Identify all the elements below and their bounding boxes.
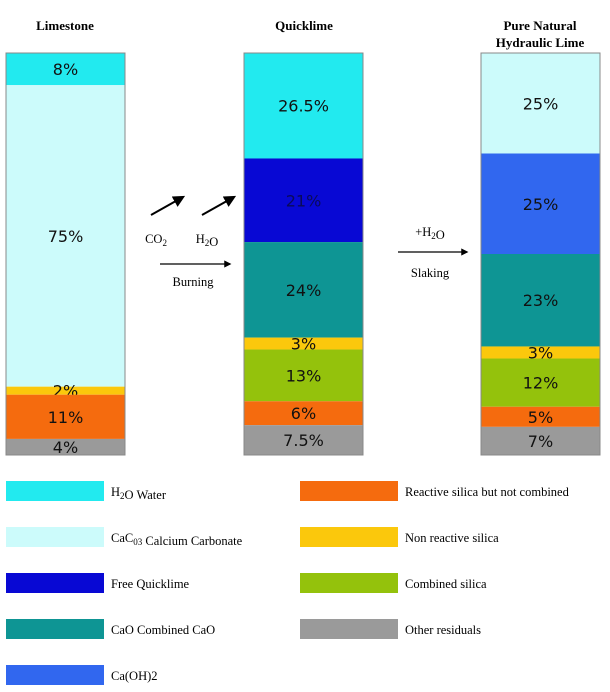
h2o-release-arrow bbox=[201, 195, 237, 216]
segment-label: 23% bbox=[523, 291, 559, 310]
column-outline bbox=[5, 52, 126, 456]
bar-segment bbox=[481, 426, 600, 455]
segment-label: 7.5% bbox=[283, 431, 324, 450]
bar-segment bbox=[481, 254, 600, 347]
flow-slaking: +H2O Slaking bbox=[398, 225, 469, 280]
bar-segment bbox=[6, 394, 125, 439]
legend-swatch bbox=[6, 481, 104, 501]
column-outline bbox=[480, 52, 601, 456]
legend-label: Free Quicklime bbox=[111, 577, 190, 591]
legend-item: Free Quicklime bbox=[6, 573, 190, 593]
segment-label: 4% bbox=[53, 438, 78, 457]
bar-segment bbox=[481, 153, 600, 254]
segment-label: 8% bbox=[53, 60, 78, 79]
bar-segment bbox=[244, 425, 363, 455]
column-2: Quicklime 26.5% 21% 24% 3% 13% 6% 7.5% bbox=[243, 18, 364, 456]
segment-label: 6% bbox=[291, 404, 316, 423]
bar-segment bbox=[481, 53, 600, 154]
column-3: Pure Natural Hydraulic Lime 25% 25% 23% 3% 12%… bbox=[480, 18, 601, 456]
bar-segment bbox=[244, 242, 363, 338]
column-title: Pure Natural bbox=[503, 18, 576, 33]
bar-segment bbox=[244, 401, 363, 426]
columns-layer: Limestone8%75%2%11%4%Quicklime26.5%21%24… bbox=[5, 18, 601, 457]
legend-swatch bbox=[6, 619, 104, 639]
segment-label: 21% bbox=[286, 191, 322, 210]
legend-item: Ca(OH)2 bbox=[6, 665, 158, 685]
slaking-label: Slaking bbox=[411, 266, 450, 280]
legend-label: Other residuals bbox=[405, 623, 481, 637]
segment-label: 13% bbox=[286, 366, 322, 385]
column-outline bbox=[243, 52, 364, 456]
legend-swatch bbox=[300, 619, 398, 639]
bar-segment bbox=[244, 53, 363, 159]
segment-label: 25% bbox=[523, 94, 559, 113]
bar-segment bbox=[244, 158, 363, 243]
legend-item: Non reactive silica bbox=[300, 527, 499, 547]
segment-label: 26.5% bbox=[278, 97, 329, 116]
burning-label: Burning bbox=[173, 275, 215, 289]
bar-segment bbox=[481, 406, 600, 427]
legend-item: Combined silica bbox=[300, 573, 487, 593]
bar-segment bbox=[6, 53, 125, 86]
legend-label: Ca(OH)2 bbox=[111, 669, 158, 683]
legend-item: H2O Water bbox=[6, 481, 167, 502]
bar-segment bbox=[244, 337, 363, 350]
bar-segment bbox=[6, 438, 125, 455]
legend-label: H2O Water bbox=[111, 485, 167, 502]
legend-label: Non reactive silica bbox=[405, 531, 499, 545]
legend-label: CaO Combined CaO bbox=[111, 623, 215, 637]
segment-label: 25% bbox=[523, 195, 559, 214]
segment-label: 7% bbox=[528, 432, 553, 451]
column-title: Hydraulic Lime bbox=[496, 35, 585, 50]
legend-label: Reactive silica but not combined bbox=[405, 485, 570, 499]
segment-label: 11% bbox=[48, 408, 84, 427]
co2-label: CO2 bbox=[145, 232, 167, 248]
legend-item: Other residuals bbox=[300, 619, 481, 639]
segment-label: 3% bbox=[291, 335, 316, 354]
legend-swatch bbox=[300, 527, 398, 547]
bar-segment bbox=[244, 349, 363, 402]
h2o-label: H2O bbox=[196, 232, 219, 249]
segment-label: 5% bbox=[528, 408, 553, 427]
bar-segment bbox=[6, 386, 125, 395]
legend-swatch bbox=[6, 573, 104, 593]
bar-segment bbox=[481, 346, 600, 359]
legend-item: Reactive silica but not combined bbox=[300, 481, 570, 501]
segment-label: 75% bbox=[48, 227, 84, 246]
legend-layer: H2O Water CaC03 Calcium Carbonate Free Qui… bbox=[6, 481, 570, 685]
flows-layer: CO2 H2O Burning +H2O Slaking bbox=[145, 195, 469, 289]
legend-swatch bbox=[300, 573, 398, 593]
co2-release-arrow bbox=[150, 195, 186, 216]
legend-swatch bbox=[300, 481, 398, 501]
legend-label: Combined silica bbox=[405, 577, 487, 591]
segment-label: 3% bbox=[528, 343, 553, 362]
bar-segment bbox=[481, 358, 600, 407]
legend-item: CaO Combined CaO bbox=[6, 619, 215, 639]
column-title: Quicklime bbox=[275, 18, 333, 33]
segment-label: 24% bbox=[286, 281, 322, 300]
column-title: Limestone bbox=[36, 18, 94, 33]
legend-item: CaC03 Calcium Carbonate bbox=[6, 527, 243, 548]
legend-label: CaC03 Calcium Carbonate bbox=[111, 531, 243, 548]
legend-swatch bbox=[6, 665, 104, 685]
add-water-label: +H2O bbox=[415, 225, 445, 242]
bar-segment bbox=[6, 85, 125, 387]
legend-swatch bbox=[6, 527, 104, 547]
flow-burning: CO2 H2O Burning bbox=[145, 195, 237, 289]
segment-label: 12% bbox=[523, 374, 559, 393]
